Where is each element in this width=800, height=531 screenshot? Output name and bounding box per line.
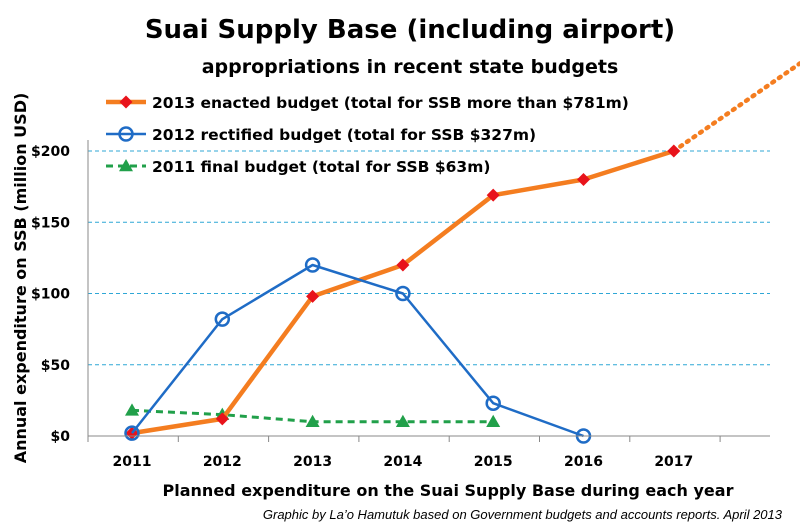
series-0-extension — [671, 61, 800, 154]
y-axis-label: Annual expenditure on SSB (million USD) — [11, 93, 30, 464]
x-tick-label: 2014 — [383, 454, 422, 470]
legend-item-1-label: 2012 rectified budget (total for SSB $32… — [152, 126, 536, 144]
legend-item-0-marker — [119, 95, 133, 109]
y-tick-label: $200 — [31, 144, 70, 160]
plot-area — [124, 61, 800, 444]
x-tick-label: 2011 — [113, 454, 152, 470]
legend-item-1: 2012 rectified budget (total for SSB $32… — [106, 126, 536, 144]
legend: 2013 enacted budget (total for SSB more … — [106, 94, 629, 176]
series-1-line — [131, 263, 584, 438]
series-1-point — [124, 425, 140, 441]
series-0-line — [131, 148, 675, 436]
y-tick-label: $0 — [51, 429, 71, 445]
series-1-point — [485, 395, 501, 411]
axes: $0 $50 $100 $150 $200 2011 2012 2013 2014 2015 201… — [31, 140, 770, 470]
series-0-point — [486, 188, 500, 202]
y-tick-label: $150 — [31, 215, 70, 231]
series-2-point — [125, 403, 139, 416]
series-2-point — [486, 414, 501, 427]
gridlines — [88, 150, 770, 366]
y-tick-label: $100 — [31, 287, 70, 303]
x-tick-label: 2015 — [474, 454, 513, 470]
legend-item-2-marker — [119, 159, 133, 172]
x-tick-label: 2013 — [293, 454, 332, 470]
y-tick-label: $50 — [41, 358, 70, 374]
series-1-point — [214, 311, 231, 327]
x-tick-label: 2016 — [564, 454, 603, 470]
credit-annotation: Graphic by La’o Hamutuk based on Governm… — [263, 507, 783, 522]
series-1-point — [395, 285, 411, 302]
series-0-point — [396, 258, 410, 272]
series-2-point — [395, 414, 410, 427]
chart-title: Suai Supply Base (including airport) — [145, 15, 675, 45]
series-0-point — [306, 289, 320, 303]
legend-item-1-marker — [118, 126, 134, 142]
series-0-point — [215, 412, 229, 426]
series-0-point — [667, 144, 681, 158]
x-tick-label: 2012 — [203, 454, 242, 470]
series-2-point — [305, 414, 320, 427]
chart-subtitle: appropriations in recent state budgets — [202, 56, 619, 78]
x-tick-label: 2017 — [654, 454, 693, 470]
series-0-point — [577, 173, 590, 186]
x-axis-label: Planned expenditure on the Suai Supply B… — [163, 481, 734, 500]
legend-item-2: 2011 final budget (total for SSB $63m) — [106, 158, 490, 176]
legend-item-0-label: 2013 enacted budget (total for SSB more … — [152, 94, 629, 112]
legend-item-0: 2013 enacted budget (total for SSB more … — [106, 94, 629, 112]
series-1-point — [304, 257, 321, 273]
legend-item-2-label: 2011 final budget (total for SSB $63m) — [152, 158, 490, 176]
